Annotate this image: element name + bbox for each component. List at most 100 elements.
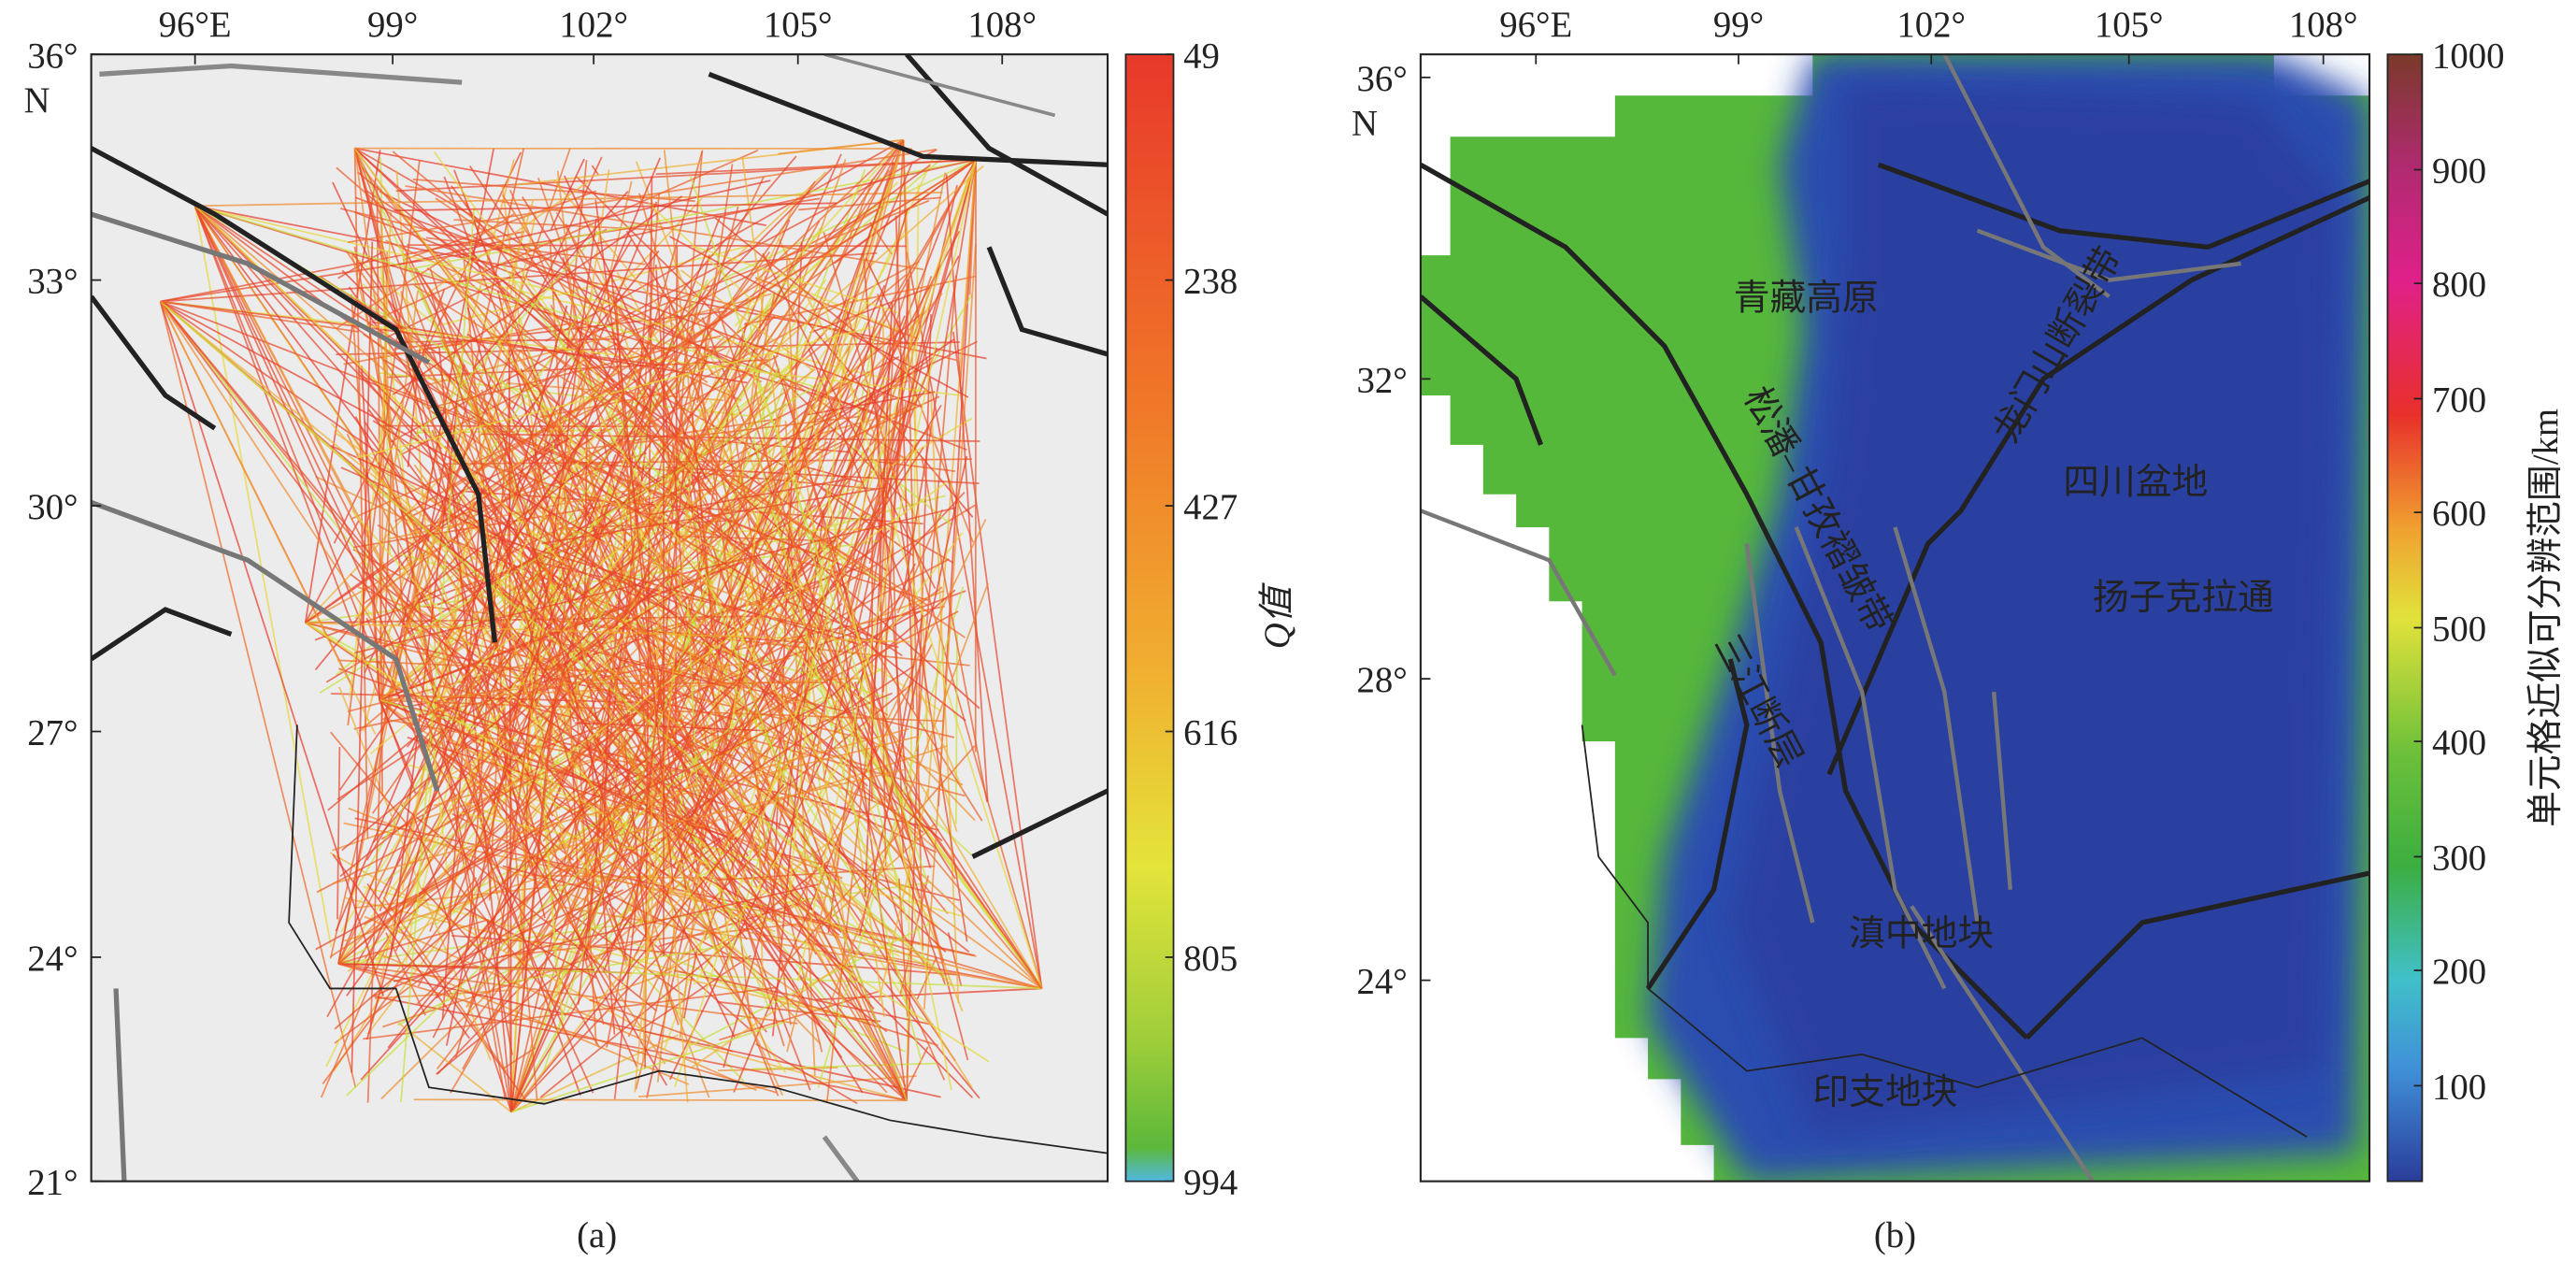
ray-path (902, 159, 977, 596)
ray-path (379, 211, 393, 496)
ray-path (779, 745, 976, 972)
ray-path (347, 160, 421, 726)
ray-path (495, 159, 977, 267)
ray-path (596, 689, 837, 1028)
ray-path (539, 671, 566, 764)
ray-path (410, 441, 829, 727)
ray-path (472, 460, 929, 601)
ray-path (354, 147, 980, 710)
colorbar-tick-label: 600 (2432, 494, 2486, 534)
y-tick-label: 32° (1356, 360, 1407, 400)
colorbar-tick-label: 900 (2432, 151, 2486, 192)
colorbar-tick-label: 300 (2432, 839, 2486, 879)
ray-path (879, 139, 905, 611)
ray-path (354, 507, 957, 654)
ray-path (755, 1043, 858, 1105)
ray-path (901, 1046, 929, 1100)
ray-path (541, 486, 887, 545)
ray-path (613, 469, 685, 1099)
ray-path (817, 586, 965, 1088)
ray-path (394, 230, 601, 460)
ray-path (335, 157, 662, 932)
ray-path (808, 348, 920, 624)
y-tick-label: 21° (27, 1163, 78, 1203)
ray-path (683, 948, 698, 1019)
colorbar-tick-label: 616 (1183, 713, 1238, 753)
annotation: 滇中地块 (1849, 914, 1994, 954)
ray-path (741, 156, 848, 944)
ray-path (385, 228, 608, 339)
ray-path (386, 200, 535, 699)
ray-path (337, 918, 490, 965)
x-tick-label: 108° (2289, 5, 2358, 45)
ray-path (445, 384, 623, 640)
ray-path (541, 366, 780, 1075)
ray-path (674, 159, 977, 1088)
colorbar-tick-label: 200 (2432, 952, 2486, 992)
ray-path (476, 441, 709, 743)
ray-path (832, 566, 908, 1101)
ray-path (160, 300, 606, 543)
ray-path (399, 503, 512, 1112)
ray-path (390, 548, 825, 812)
ray-path (771, 139, 905, 645)
ray-path (383, 359, 772, 593)
ray-path (591, 165, 599, 176)
ray-path (686, 603, 699, 796)
colorbar (1124, 53, 1175, 1183)
x-tick-label: 105° (764, 5, 833, 45)
colorbar-label: 单元格近似可分辨范围/km (2526, 409, 2566, 827)
ray-path (502, 865, 604, 894)
ray-path (193, 205, 493, 834)
ray-path (786, 781, 855, 1053)
ray-path (350, 573, 840, 937)
ray-path (337, 963, 798, 1025)
ray-path (521, 196, 956, 880)
ray-path (159, 300, 493, 710)
ray-path (555, 211, 829, 638)
ray-path (348, 148, 937, 244)
ray-path (371, 180, 816, 814)
annotation: 扬子克拉通 (2093, 578, 2274, 618)
ray-path (349, 397, 386, 698)
ray-path (193, 206, 333, 948)
ray-path (888, 614, 923, 801)
ray-path (947, 932, 963, 987)
ray-path (486, 781, 668, 1086)
ray-path (394, 159, 977, 523)
ray-path (425, 237, 646, 265)
x-tick-label: 99° (1713, 5, 1764, 45)
ray-path (593, 607, 835, 721)
ray-path (734, 139, 905, 327)
ray-path (804, 466, 865, 484)
colorbar-tick-label: 400 (2432, 723, 2486, 763)
ray-path (429, 290, 628, 961)
ray-path (413, 284, 929, 607)
ray-path (394, 202, 837, 212)
ray-path (552, 480, 949, 765)
ray-path (824, 582, 989, 1018)
ray-path (337, 963, 778, 1094)
ray-path (828, 577, 983, 822)
ray-path (363, 986, 778, 1040)
ray-path (602, 139, 905, 428)
ray-path (680, 269, 815, 372)
annotation: 四川盆地 (2063, 463, 2208, 503)
ray-path (813, 329, 877, 638)
ray-path (954, 632, 958, 825)
ray-path (691, 317, 792, 1025)
ray-path (338, 686, 492, 1061)
ray-path (160, 300, 359, 333)
ray-path (460, 666, 914, 965)
ray-path (353, 148, 393, 426)
ray-path (887, 519, 987, 720)
ray-path (788, 366, 845, 895)
colorbar-tick-label: 700 (2432, 380, 2486, 421)
ray-path (159, 301, 357, 1088)
ray-path (426, 335, 722, 409)
ray-path (511, 346, 546, 410)
ray-path (357, 171, 615, 383)
ray-path (644, 177, 653, 1069)
ray-path (374, 290, 419, 614)
map-frame (90, 53, 1109, 1183)
